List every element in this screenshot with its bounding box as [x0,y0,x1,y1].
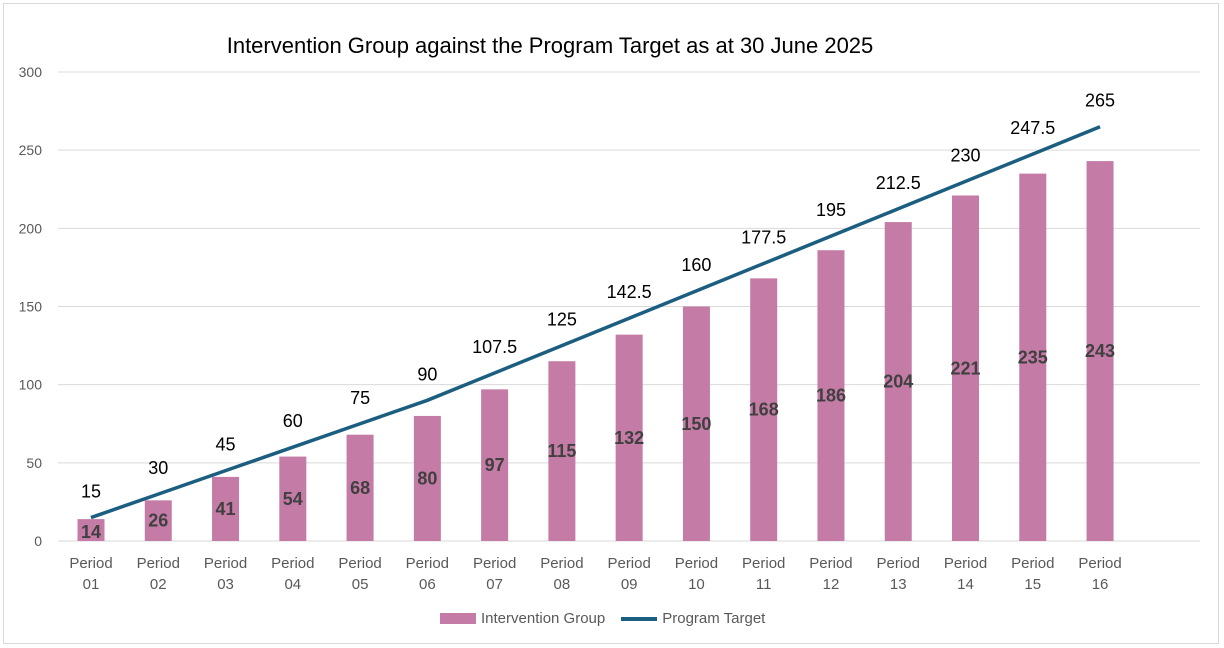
bar-data-label: 54 [283,489,303,509]
bar [279,456,307,541]
x-tick-label: Period 05 [338,555,381,593]
bar [817,250,845,541]
legend-item-bar: Intervention Group [440,610,605,627]
line-data-label: 177.5 [741,228,786,248]
bar [548,361,576,541]
x-tick-label: Period 10 [675,555,718,593]
bar [750,278,778,541]
y-tick-label: 200 [19,220,43,236]
bar-data-label: 235 [1018,347,1048,367]
bar [1086,161,1114,542]
legend-label-bar: Intervention Group [481,610,606,627]
bar-data-label: 14 [81,522,101,542]
line-data-label: 195 [816,200,846,220]
x-tick-label: Period 12 [809,555,852,593]
line-data-label: 125 [547,310,577,330]
line-data-label: 142.5 [607,282,652,302]
y-tick-label: 50 [26,455,42,471]
legend: Intervention Group Program Target [440,610,765,627]
bar-data-label: 168 [749,400,779,420]
y-tick-label: 100 [19,377,43,393]
bar-data-label: 115 [547,441,576,461]
x-tick-label: Period 06 [406,555,449,593]
bar [1019,173,1047,541]
x-tick-label: Period 08 [540,555,583,593]
line-data-label: 212.5 [876,173,921,193]
bar-data-label: 132 [614,428,644,448]
y-tick-label: 150 [19,299,43,315]
x-tick-label: Period 11 [742,555,785,593]
legend-label-line: Program Target [662,610,766,627]
bar-data-label: 26 [148,511,168,531]
y-tick-label: 0 [34,533,42,549]
bar [884,222,912,541]
bar-data-label: 221 [950,358,980,378]
bar [481,389,509,541]
line-data-label: 247.5 [1010,118,1055,138]
line-data-label: 45 [216,435,236,455]
y-tick-label: 300 [19,64,43,80]
bar-data-label: 150 [681,414,711,434]
line-data-label: 30 [148,458,168,478]
bar-data-label: 41 [216,499,236,519]
line-data-label: 160 [681,255,711,275]
x-tick-label: Period 03 [204,555,247,593]
bar [346,434,374,541]
line-data-label: 15 [81,482,101,502]
x-tick-label: Period 13 [877,555,920,593]
legend-swatch-line [621,616,658,621]
target-line [90,125,1101,520]
bar [682,306,710,541]
bar-data-label: 204 [883,372,913,392]
chart-frame [3,3,1219,644]
x-tick-label: Period 16 [1078,555,1121,593]
bar [413,415,441,541]
x-tick-label: Period 09 [607,555,650,593]
bar-data-label: 97 [485,455,505,475]
line-data-label: 107.5 [472,337,517,357]
bar [952,195,980,541]
line-data-label: 75 [350,388,370,408]
x-tick-label: Period 14 [944,555,987,593]
bar-data-label: 186 [816,386,846,406]
line-data-label: 265 [1085,91,1115,111]
line-data-label: 60 [283,411,303,431]
x-tick-label: Period 02 [137,555,180,593]
bar [212,476,240,541]
bar [615,334,643,541]
x-tick-label: Period 07 [473,555,516,593]
bar-data-label: 243 [1085,341,1115,361]
x-tick-label: Period 01 [69,555,112,593]
bar [144,500,172,541]
y-tick-label: 250 [19,142,43,158]
chart-title: Intervention Group against the Program T… [226,33,874,58]
legend-swatch-bar [440,613,476,624]
x-tick-label: Period 04 [271,555,314,593]
line-data-label: 230 [950,145,980,165]
legend-item-line: Program Target [621,610,765,627]
bar [77,519,105,541]
bar-data-label: 80 [417,468,437,488]
x-tick-label: Period 15 [1011,555,1054,593]
line-data-label: 90 [417,364,437,384]
bar-data-label: 68 [350,478,370,498]
